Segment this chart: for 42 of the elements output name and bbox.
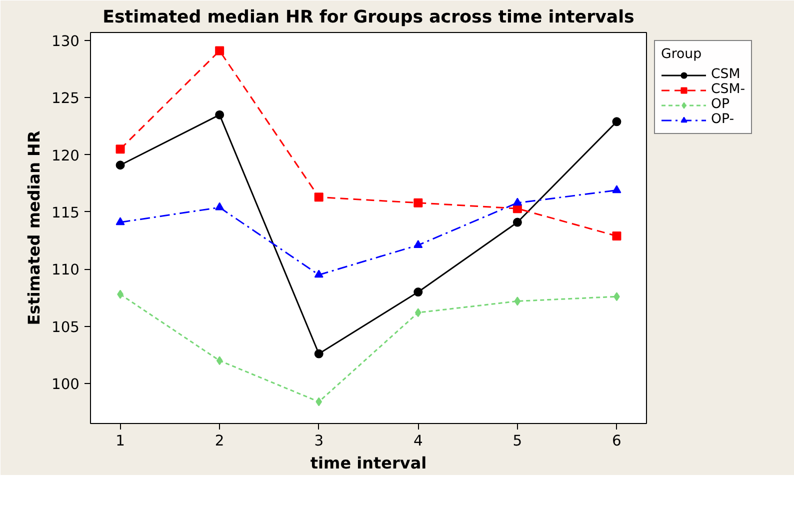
legend-label: CSM-	[711, 82, 746, 97]
point	[316, 397, 322, 406]
point	[314, 270, 324, 278]
x-tick-label: 5	[512, 432, 522, 450]
x-tick-label: 3	[314, 432, 324, 450]
y-tick-label: 100	[52, 376, 80, 393]
point	[116, 144, 125, 154]
point	[215, 110, 224, 120]
legend-label: OP-	[711, 112, 734, 127]
y-tick-label: 105	[52, 318, 80, 336]
y-tick-label: 120	[52, 147, 80, 164]
y-tick-label: 125	[52, 90, 80, 108]
x-tick-label: 2	[214, 432, 224, 450]
y-tick-label: 110	[52, 262, 80, 279]
point	[314, 192, 324, 202]
point	[414, 198, 423, 208]
point	[612, 117, 622, 126]
point	[612, 232, 622, 241]
point	[512, 198, 522, 206]
point	[314, 349, 324, 358]
y-tick-label: 115	[52, 204, 80, 222]
point	[512, 218, 522, 227]
point	[116, 160, 125, 170]
point	[215, 46, 224, 56]
point	[414, 288, 423, 297]
point	[414, 240, 423, 248]
point	[514, 296, 521, 306]
legend-title: Group	[661, 47, 703, 62]
point	[216, 356, 223, 366]
point	[414, 308, 422, 318]
y-axis-title: Estimated median HR	[24, 130, 44, 326]
x-tick-label: 4	[413, 432, 423, 450]
x-tick-label: 6	[612, 432, 622, 450]
legend-label: CSM	[711, 67, 740, 82]
point	[612, 185, 622, 194]
point	[215, 202, 224, 210]
legend-label: OP	[711, 97, 731, 112]
y-tick-label: 130	[52, 33, 80, 50]
point	[116, 217, 125, 226]
chart-title: Estimated median HR for Groups across time intervals	[102, 8, 634, 28]
x-axis-title: time interval	[310, 454, 427, 472]
x-tick-label: 1	[116, 432, 125, 450]
